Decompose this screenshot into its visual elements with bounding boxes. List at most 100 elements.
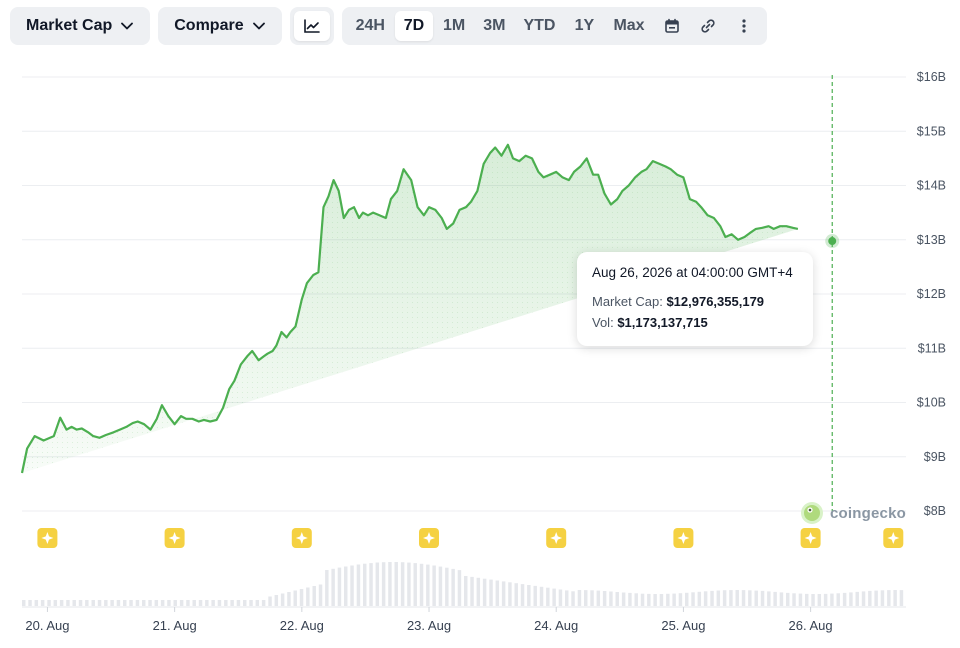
volume-bar — [893, 590, 897, 606]
range-max-button[interactable]: Max — [613, 17, 645, 34]
range-1m-button[interactable]: 1M — [442, 17, 466, 34]
range-3m-button[interactable]: 3M — [483, 17, 506, 34]
volume-bar — [451, 568, 455, 606]
volume-bar — [836, 593, 840, 606]
compare-dropdown[interactable]: Compare — [158, 7, 282, 45]
range-1y-button[interactable]: 1Y — [574, 17, 595, 34]
volume-bar — [110, 600, 114, 606]
y-tick-label: $11B — [918, 341, 946, 355]
volume-bar — [255, 600, 260, 606]
tooltip-market-cap-value: $12,976,355,179 — [666, 294, 765, 309]
tooltip-date: Aug 26, 2026 at 04:00:00 GMT+4 — [592, 265, 793, 280]
volume-bar — [470, 576, 474, 606]
volume-bar — [337, 567, 342, 606]
volume-bar — [78, 600, 83, 606]
volume-bar — [748, 590, 752, 606]
volume-bar — [773, 591, 777, 606]
volume-bar — [91, 600, 95, 606]
volume-bar — [47, 600, 51, 606]
volume-bar — [432, 565, 436, 606]
line-chart-icon — [303, 19, 320, 33]
volume-bar — [805, 593, 809, 606]
calendar-button[interactable] — [655, 11, 689, 41]
volume-bar — [198, 600, 203, 606]
more-options-button[interactable] — [727, 11, 761, 41]
y-tick-label: $16B — [917, 70, 946, 84]
volume-bar — [476, 577, 481, 606]
tooltip-market-cap-label: Market Cap: — [592, 294, 663, 309]
line-chart-button[interactable] — [293, 11, 330, 41]
volume-bar — [621, 592, 626, 606]
chevron-down-icon — [252, 22, 265, 30]
volume-bar — [224, 600, 228, 606]
x-tick-label: 24. Aug — [534, 618, 578, 633]
volume-bar — [640, 593, 645, 606]
volume-bar — [539, 586, 544, 606]
brand-text: coingecko — [830, 504, 906, 522]
volume-bar — [880, 590, 885, 606]
metric-dropdown[interactable]: Market Cap — [10, 7, 151, 45]
volume-bar — [634, 593, 638, 606]
y-tick-label: $12B — [917, 287, 946, 301]
volume-bar — [325, 570, 329, 606]
event-marker-icon[interactable] — [800, 528, 821, 548]
volume-bar — [527, 585, 531, 606]
volume-bar — [173, 600, 177, 606]
event-marker-icon[interactable] — [546, 528, 567, 548]
event-marker-icon[interactable] — [419, 528, 439, 548]
y-tick-label: $13B — [917, 233, 946, 247]
volume-bar — [154, 600, 159, 606]
volume-bar — [148, 600, 152, 606]
x-tick-label: 25. Aug — [661, 618, 705, 633]
x-tick-label: 20. Aug — [25, 618, 69, 633]
event-marker-icon[interactable] — [291, 528, 312, 548]
market-cap-line — [20, 143, 799, 474]
volume-bar — [697, 591, 702, 606]
volume-bar — [779, 592, 784, 606]
volume-bar — [34, 600, 39, 606]
volume-bar — [192, 600, 196, 606]
x-tick-label: 22. Aug — [280, 618, 324, 633]
event-marker-icon[interactable] — [164, 528, 185, 548]
volume-bar — [786, 592, 790, 606]
volume-bar — [394, 562, 398, 606]
volume-bar — [716, 590, 721, 606]
range-7d-button[interactable]: 7D — [394, 11, 433, 41]
event-marker-icon[interactable] — [673, 528, 694, 548]
volume-bar — [685, 592, 689, 606]
volume-bar — [703, 591, 708, 606]
volume-bar — [306, 587, 310, 606]
volume-bar — [691, 592, 695, 606]
volume-bar — [520, 584, 525, 606]
volume-bar — [855, 591, 859, 606]
share-link-button[interactable] — [691, 11, 725, 41]
volume-bar — [268, 596, 272, 606]
volume-bar — [318, 584, 323, 606]
volume-bar — [381, 562, 386, 606]
volume-bar — [615, 592, 619, 606]
volume-bar — [135, 600, 140, 606]
area-dot-texture — [22, 144, 798, 474]
chart-type-toggle[interactable] — [289, 7, 334, 45]
volume-bar — [97, 600, 102, 606]
volume-bar — [413, 563, 417, 606]
volume-bar — [811, 594, 815, 606]
coingecko-watermark: coingecko — [800, 501, 906, 525]
volume-bar — [331, 568, 335, 606]
event-marker-icon[interactable] — [883, 528, 904, 548]
volume-bar — [590, 590, 594, 606]
volume-bar — [546, 587, 550, 606]
volume-bar — [344, 566, 348, 606]
range-24h-button[interactable]: 24H — [355, 17, 385, 34]
x-tick-label: 23. Aug — [407, 618, 451, 633]
tooltip-volume: Vol: $1,173,137,715 — [592, 315, 798, 330]
area-layer — [20, 143, 799, 474]
volume-bar — [249, 600, 253, 606]
event-marker-icon[interactable] — [37, 528, 58, 548]
volume-bar — [66, 600, 70, 606]
volume-bar — [760, 590, 765, 606]
volume-bar — [489, 579, 493, 606]
range-ytd-button[interactable]: YTD — [523, 17, 556, 34]
volume-bars — [22, 562, 904, 606]
